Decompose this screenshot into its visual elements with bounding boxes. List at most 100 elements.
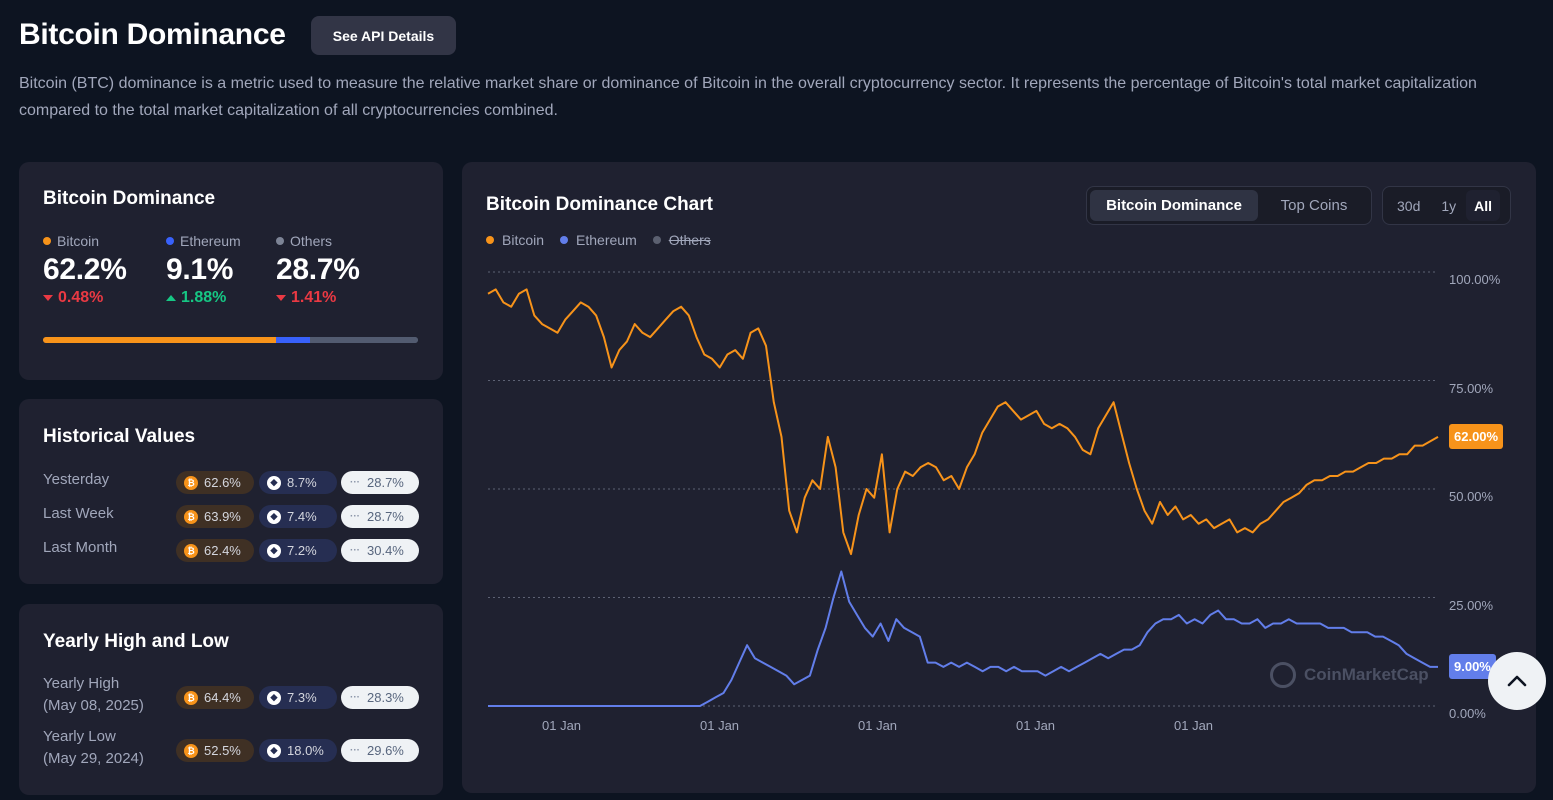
ethereum-dot-icon	[166, 237, 174, 245]
others-value: 30.4%	[367, 543, 404, 558]
ethereum-icon: ◆	[267, 509, 281, 524]
yearly-high-date: (May 08, 2025)	[43, 697, 144, 714]
dominance-bitcoin: Bitcoin 62.2% 0.48%	[43, 233, 127, 307]
share-bar-others	[310, 337, 418, 343]
ethereum-dot-icon	[560, 236, 569, 244]
others-dot-icon	[276, 237, 284, 245]
historical-values-title: Historical Values	[43, 426, 196, 447]
btc-value-pill: ₿ 63.9%	[176, 505, 254, 528]
legend-ethereum[interactable]: Ethereum	[560, 232, 637, 248]
eth-value-pill: ◆ 7.2%	[259, 539, 337, 562]
dominance-bitcoin-change: 0.48%	[58, 289, 104, 306]
btc-value-pill: ₿ 62.6%	[176, 471, 254, 494]
scroll-to-top-button[interactable]	[1488, 652, 1546, 710]
yearly-row-label: Yearly Low (May 29, 2024)	[43, 726, 144, 770]
y-tick-label: 25.00%	[1449, 598, 1494, 613]
x-tick-label: 01 Jan	[1016, 718, 1056, 733]
caret-down-icon	[276, 295, 286, 301]
bitcoin-icon: ₿	[184, 509, 198, 524]
others-value-pill: ··· 28.7%	[341, 505, 419, 528]
legend-ethereum-label: Ethereum	[576, 232, 637, 248]
page-description: Bitcoin (BTC) dominance is a metric used…	[19, 75, 1477, 119]
dominance-card	[19, 162, 443, 380]
x-tick-label: 01 Jan	[542, 718, 582, 733]
btc-value: 64.4%	[204, 690, 241, 705]
legend-bitcoin[interactable]: Bitcoin	[486, 232, 544, 248]
others-value: 28.7%	[367, 509, 404, 524]
dominance-ethereum: Ethereum 9.1% 1.88%	[166, 233, 241, 307]
yearly-high-label: Yearly High	[43, 675, 120, 692]
others-value-pill: ··· 28.3%	[341, 686, 419, 709]
eth-value: 8.7%	[287, 475, 317, 490]
x-tick-label: 01 Jan	[858, 718, 898, 733]
more-dots-icon: ···	[350, 745, 360, 756]
range-1y[interactable]: 1y	[1433, 190, 1464, 221]
y-tick-label: 75.00%	[1449, 381, 1494, 396]
chart-type-toggle: Bitcoin Dominance Top Coins	[1086, 186, 1372, 225]
tab-top-coins[interactable]: Top Coins	[1260, 190, 1368, 221]
bitcoin-icon: ₿	[184, 543, 198, 558]
bitcoin-icon: ₿	[184, 475, 198, 490]
eth-value: 7.3%	[287, 690, 317, 705]
others-value: 28.3%	[367, 690, 404, 705]
ethereum-icon: ◆	[267, 743, 281, 758]
watermark-text: CoinMarketCap	[1304, 665, 1429, 684]
dominance-share-bar	[43, 337, 418, 343]
eth-value-pill: ◆ 8.7%	[259, 471, 337, 494]
yearly-high-low-title: Yearly High and Low	[43, 631, 229, 652]
legend-others[interactable]: Others	[652, 232, 711, 248]
bitcoin-icon: ₿	[184, 690, 198, 705]
tab-bitcoin-dominance[interactable]: Bitcoin Dominance	[1090, 190, 1258, 221]
dominance-others-change: 1.41%	[291, 289, 337, 306]
page-title: Bitcoin Dominance	[19, 18, 286, 51]
dominance-ethereum-label: Ethereum	[180, 233, 241, 249]
btc-value: 62.4%	[204, 543, 241, 558]
y-tick-label: 0.00%	[1449, 706, 1486, 721]
caret-up-icon	[166, 295, 176, 301]
others-value: 28.7%	[367, 475, 404, 490]
see-api-details-button[interactable]: See API Details	[311, 16, 456, 55]
eth-value: 7.2%	[287, 543, 317, 558]
chart-legend: Bitcoin Ethereum Others	[486, 232, 711, 248]
btc-value-pill: ₿ 64.4%	[176, 686, 254, 709]
chevron-up-icon	[1507, 675, 1527, 687]
btc-value-pill: ₿ 52.5%	[176, 739, 254, 762]
eth-value: 18.0%	[287, 743, 324, 758]
range-all[interactable]: All	[1466, 190, 1501, 221]
btc-value-pill: ₿ 62.4%	[176, 539, 254, 562]
yearly-row-label: Yearly High (May 08, 2025)	[43, 673, 144, 717]
ethereum-icon: ◆	[267, 543, 281, 558]
dominance-ethereum-value: 9.1%	[166, 253, 234, 286]
y-tick-label: 100.00%	[1449, 272, 1501, 287]
historical-row-label: Yesterday	[43, 471, 110, 488]
more-dots-icon: ···	[350, 692, 360, 703]
x-tick-label: 01 Jan	[1174, 718, 1214, 733]
coinmarketcap-watermark: CoinMarketCap	[1270, 662, 1429, 688]
bitcoin-icon: ₿	[184, 743, 198, 758]
range-30d[interactable]: 30d	[1386, 190, 1431, 221]
others-dot-icon	[652, 236, 661, 244]
ethereum-icon: ◆	[267, 475, 281, 490]
btc-value: 62.6%	[204, 475, 241, 490]
more-dots-icon: ···	[350, 477, 360, 488]
time-range-toggle: 30d 1y All	[1382, 186, 1511, 225]
eth-value-pill: ◆ 18.0%	[259, 739, 337, 762]
bitcoin-dot-icon	[486, 236, 494, 244]
share-bar-bitcoin	[43, 337, 277, 343]
coinmarketcap-logo-icon	[1270, 662, 1296, 688]
yearly-low-date: (May 29, 2024)	[43, 750, 144, 767]
others-value-pill: ··· 28.7%	[341, 471, 419, 494]
more-dots-icon: ···	[350, 545, 360, 556]
others-value-pill: ··· 29.6%	[341, 739, 419, 762]
x-tick-label: 01 Jan	[700, 718, 740, 733]
yearly-low-label: Yearly Low	[43, 728, 116, 745]
others-value: 29.6%	[367, 743, 404, 758]
dominance-others-label: Others	[290, 233, 333, 249]
y-tick-label: 50.00%	[1449, 489, 1494, 504]
historical-row-label: Last Week	[43, 505, 114, 522]
bitcoin-dot-icon	[43, 237, 51, 245]
btc-value: 63.9%	[204, 509, 241, 524]
eth-value-pill: ◆ 7.3%	[259, 686, 337, 709]
dominance-bitcoin-value: 62.2%	[43, 253, 127, 286]
chart-card	[462, 162, 1536, 793]
